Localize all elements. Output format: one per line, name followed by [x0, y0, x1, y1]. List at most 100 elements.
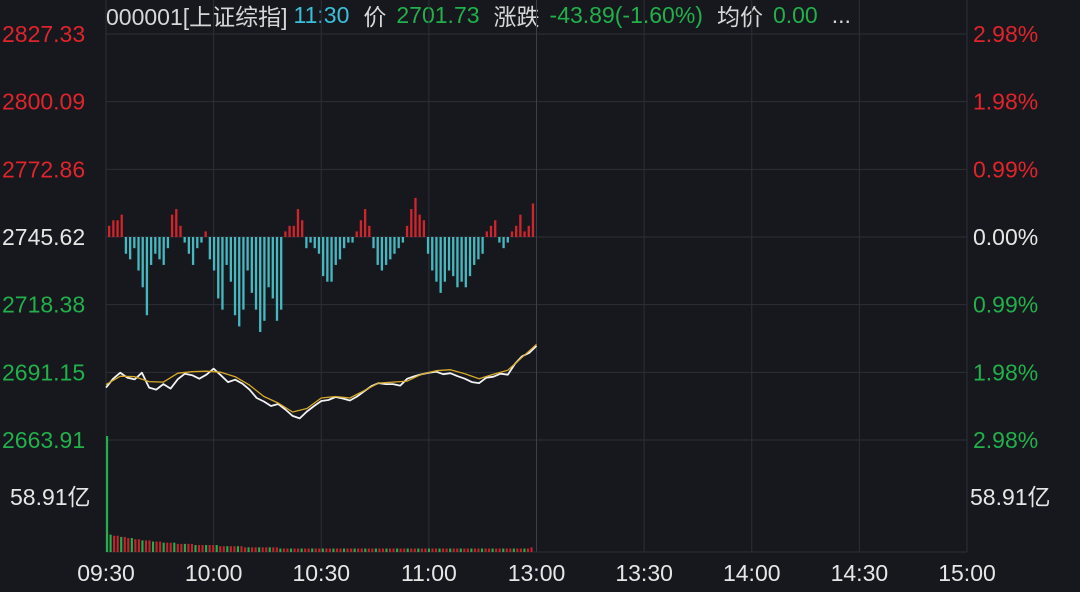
volume-bar [509, 548, 512, 552]
volume-bar [180, 543, 183, 552]
volume-bar [473, 548, 476, 552]
breadth-bar [422, 220, 426, 237]
breadth-bar [301, 220, 304, 237]
volume-bar [304, 548, 307, 552]
breadth-bar [217, 237, 220, 299]
breadth-bar [284, 231, 287, 237]
volume-bar [297, 548, 300, 552]
volume-bar [371, 548, 374, 552]
breadth-bar [414, 197, 417, 237]
axis-labels: 2827.33 2800.09 2772.86 2745.62 2718.38 2691.… [2, 21, 1051, 586]
more-indicator[interactable]: ... [831, 1, 851, 28]
breadth-bar [305, 237, 308, 249]
breadth-bar [426, 237, 430, 254]
volume-bar [201, 545, 204, 552]
volume-bar [442, 548, 445, 552]
breadth-bar [259, 237, 262, 332]
breadth-bar [229, 237, 232, 282]
volume-max-label-left: 58.91亿 [10, 484, 91, 510]
volume-bar [463, 548, 466, 552]
volume-bar [300, 548, 303, 552]
breadth-bar [166, 237, 170, 249]
y-left-tick-label: 2800.09 [2, 89, 85, 115]
y-right-tick-label: 2.98% [973, 21, 1038, 47]
volume-bar [275, 547, 278, 552]
x-tick-label: 10:00 [185, 560, 243, 586]
volume-bar [106, 436, 109, 552]
breadth-bar [355, 231, 358, 237]
breadth-bar [372, 237, 375, 249]
breadth-bar [116, 220, 119, 237]
grid-lines [105, 0, 968, 553]
breadth-bar [238, 237, 241, 327]
breadth-bar [443, 237, 446, 282]
breadth-bar [397, 237, 400, 249]
breadth-bar [452, 237, 455, 277]
breadth-bar [137, 237, 140, 271]
breadth-bar [347, 237, 350, 243]
y-right-tick-label: 2.98% [973, 427, 1038, 453]
volume-bar [293, 548, 296, 552]
volume-bar [431, 548, 434, 552]
y-right-tick-label: 0.99% [973, 156, 1038, 182]
volume-bar [226, 546, 229, 552]
breadth-bar [313, 237, 316, 249]
volume-bar [367, 548, 370, 552]
volume-bar [233, 546, 236, 552]
breadth-bar [242, 237, 245, 310]
volume-bar [350, 548, 353, 552]
breadth-bar [149, 237, 153, 265]
volume-bar [187, 543, 190, 552]
volume-bar [173, 542, 176, 552]
breadth-bar [183, 237, 186, 243]
volume-bar [130, 538, 133, 552]
volume-bar [526, 548, 530, 552]
breadth-bar [162, 237, 165, 265]
volume-bar [452, 548, 455, 552]
breadth-bar [124, 237, 128, 254]
breadth-bar [464, 237, 467, 288]
volume-bar [219, 546, 222, 552]
volume-bar [229, 546, 232, 552]
breadth-bar [489, 225, 493, 237]
quote-header: 000001[上证综指] 11:30 价 2701.73 涨跌 -43.89(-… [106, 0, 851, 31]
volume-bar [466, 548, 469, 552]
breadth-bar [154, 237, 157, 254]
volume-bar [208, 545, 211, 552]
breadth-bar [401, 237, 405, 243]
breadth-bar [363, 209, 367, 237]
breadth-bar [145, 237, 149, 316]
breadth-bar [506, 237, 509, 243]
breadth-bar [250, 237, 253, 293]
breadth-bar [523, 231, 526, 237]
breadth-bar [468, 237, 472, 277]
volume-bar [385, 548, 388, 552]
volume-bar [282, 548, 285, 552]
volume-bar [413, 548, 416, 552]
x-tick-label: 15:00 [938, 560, 996, 586]
volume-bar [488, 548, 491, 552]
volume-bar [243, 547, 247, 552]
volume-bar [502, 548, 505, 552]
volume-bar [403, 548, 406, 552]
breadth-bar [435, 237, 438, 282]
breadth-bar [246, 237, 249, 271]
breadth-bar [263, 237, 266, 321]
breadth-bar [351, 237, 354, 243]
breadth-bars [108, 197, 535, 332]
breadth-bar [527, 225, 530, 237]
price-label: 价 [363, 4, 387, 30]
volume-bar [396, 548, 399, 552]
breadth-bar [271, 237, 274, 299]
volume-max-label-right: 58.91亿 [970, 484, 1051, 510]
breadth-bar [481, 237, 484, 254]
breadth-bar [221, 237, 224, 310]
breadth-bar [473, 237, 476, 265]
volume-bar [427, 548, 430, 552]
breadth-bar [368, 225, 371, 237]
avg-value: 0.00 [772, 1, 818, 28]
breadth-bar [275, 237, 279, 321]
volume-bar [127, 538, 130, 552]
